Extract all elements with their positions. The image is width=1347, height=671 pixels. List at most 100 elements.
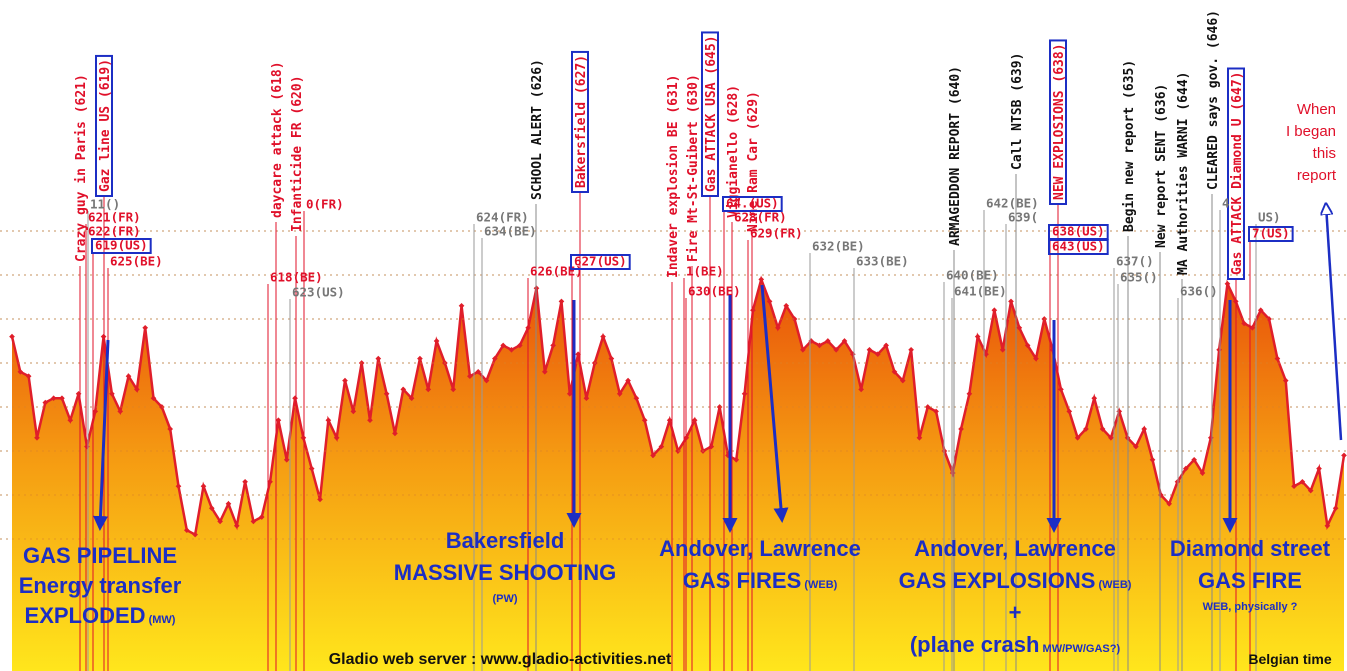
event-label: Infanticide FR (620) xyxy=(290,75,305,232)
caption-text: GAS FIRES xyxy=(683,568,802,593)
point xyxy=(500,342,507,349)
point xyxy=(1341,452,1347,459)
event-label: CLEARED says gov. (646) xyxy=(1206,10,1221,190)
point xyxy=(75,390,82,397)
point xyxy=(167,426,174,432)
point xyxy=(159,404,165,410)
point xyxy=(25,373,32,380)
marker-label: 629(FR) xyxy=(750,226,803,241)
point xyxy=(1133,443,1139,450)
label-box xyxy=(1048,239,1109,255)
point xyxy=(958,426,964,432)
point xyxy=(467,373,473,380)
marker-label: 633(BE) xyxy=(856,254,909,269)
point xyxy=(616,390,623,397)
event-label: NEW EXPLOSIONS (638) xyxy=(1052,43,1067,200)
marker-label: 643(US) xyxy=(1052,239,1105,254)
point xyxy=(1166,500,1173,507)
point xyxy=(217,518,223,525)
event-label: Call NTSB (639) xyxy=(1010,53,1025,170)
point xyxy=(625,377,631,384)
point xyxy=(991,307,998,314)
marker-label: 640(BE) xyxy=(946,268,999,283)
point xyxy=(874,351,881,358)
caption-line: + xyxy=(1009,600,1022,625)
source: Gladio web server : www.gladio-activitie… xyxy=(329,651,672,668)
point xyxy=(899,377,906,384)
point xyxy=(1224,280,1231,287)
point xyxy=(383,390,390,397)
event-label: daycare attack (618) xyxy=(270,61,285,218)
caption-line: Diamond street xyxy=(1170,536,1331,561)
caption-note: (PW) xyxy=(492,593,517,605)
point xyxy=(1099,426,1106,432)
point xyxy=(1158,492,1164,498)
point xyxy=(716,404,723,410)
marker-label: 624(FR) xyxy=(476,210,529,225)
point xyxy=(250,518,257,525)
point xyxy=(142,324,149,331)
event-label: Begin new report (635) xyxy=(1122,60,1137,232)
caption-text: GAS PIPELINE xyxy=(23,543,177,568)
side-note: When xyxy=(1297,101,1336,118)
point xyxy=(924,404,931,410)
caption-text: Energy transfer xyxy=(19,573,182,598)
point xyxy=(9,333,15,340)
side-note: report xyxy=(1297,167,1337,184)
point xyxy=(375,355,382,362)
arrow xyxy=(760,284,789,523)
caption-line: Bakersfield xyxy=(446,528,565,553)
marker-label: 11() xyxy=(90,197,120,212)
point xyxy=(566,390,573,397)
caption-text: Diamond street xyxy=(1170,536,1331,561)
side-note: I began xyxy=(1286,123,1336,140)
point xyxy=(1324,522,1331,529)
point xyxy=(392,430,398,437)
point xyxy=(475,368,482,375)
caption-note: (MW) xyxy=(146,614,176,626)
point xyxy=(691,417,698,424)
point xyxy=(666,417,673,424)
point xyxy=(342,377,348,384)
caption-text: MASSIVE SHOOTING xyxy=(394,560,616,585)
point xyxy=(17,368,24,375)
point xyxy=(283,456,290,463)
marker-label: 4 xyxy=(1222,196,1230,211)
point xyxy=(109,390,115,397)
marker-label: 634(BE) xyxy=(484,224,537,239)
point xyxy=(783,302,790,309)
point xyxy=(658,443,665,450)
point xyxy=(758,276,765,283)
point xyxy=(433,338,440,344)
caption-text: GAS FIRE xyxy=(1198,568,1302,593)
point xyxy=(1024,342,1031,349)
event-label: Viggianello (628) xyxy=(726,85,741,218)
point xyxy=(242,478,248,485)
point xyxy=(1016,324,1023,331)
point xyxy=(233,522,240,529)
side-note: this xyxy=(1313,145,1336,162)
point xyxy=(483,377,490,384)
point xyxy=(1316,465,1322,472)
point xyxy=(775,324,781,331)
label-box xyxy=(571,50,589,193)
point xyxy=(1299,478,1306,485)
point xyxy=(883,342,889,349)
point xyxy=(192,531,198,538)
point xyxy=(425,386,432,393)
point xyxy=(1066,408,1073,415)
point xyxy=(1191,456,1197,463)
label-box xyxy=(95,54,113,197)
point xyxy=(841,338,848,344)
marker-label: 639( xyxy=(1008,210,1038,225)
area xyxy=(12,279,1344,671)
point xyxy=(1199,470,1206,476)
label-box xyxy=(570,254,631,270)
marker-label: 637() xyxy=(1116,254,1154,269)
point xyxy=(308,465,315,472)
point xyxy=(258,514,265,520)
marker-label: US) xyxy=(1258,210,1281,225)
point xyxy=(891,368,898,375)
point xyxy=(292,395,298,402)
